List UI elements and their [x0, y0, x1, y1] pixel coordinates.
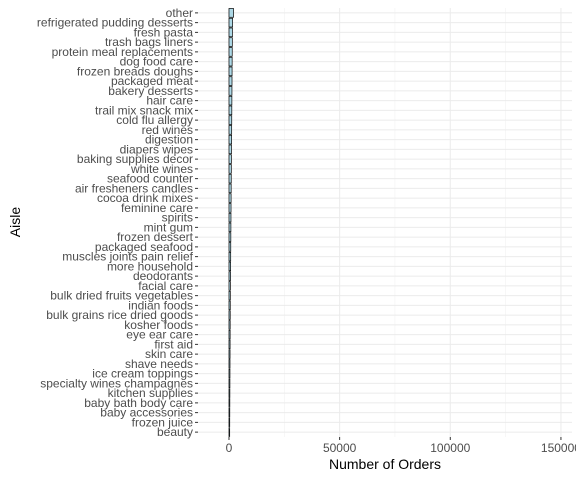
bar-mint-gum [228, 222, 232, 233]
y-tick-label: muscles joints pain relief [62, 250, 193, 264]
y-tick-label: specialty wines champagnes [40, 376, 193, 390]
bar-frozen-juice [228, 417, 231, 428]
y-tick-label: ice cream toppings [92, 367, 193, 381]
bar-specialty-wines-champagnes [228, 378, 231, 389]
y-tick-label: cocoa drink mixes [97, 191, 193, 205]
bar-fresh-pasta [228, 27, 233, 38]
y-tick-label: frozen dessert [117, 230, 194, 244]
bar-first-aid [228, 339, 231, 350]
y-tick-label: protein meal replacements [52, 45, 193, 59]
y-tick-label: bulk dried fruits vegetables [50, 289, 193, 303]
y-tick-label: feminine care [121, 201, 193, 215]
bar-digestion [228, 134, 232, 145]
bar-baby-bath-body-care [228, 398, 231, 408]
x-axis-title: Number of Orders [329, 456, 441, 472]
bar-hair-care [228, 95, 233, 106]
bar-eye-ear-care [228, 329, 231, 340]
y-tick-label: kosher foods [124, 318, 193, 332]
y-tick-label: baking supplies decor [77, 152, 193, 166]
bar-seafood-counter [228, 173, 232, 184]
bar-indian-foods [228, 300, 231, 311]
bar-bakery-desserts [228, 86, 233, 96]
y-tick-label: fresh pasta [134, 25, 194, 39]
bar-trash-bags-liners [228, 37, 233, 47]
bar-packaged-meat [228, 76, 233, 86]
y-tick-label: dog food care [120, 55, 194, 69]
bar-cocoa-drink-mixes [228, 193, 232, 203]
bar-deodorants [228, 271, 231, 281]
y-axis-title: Aisle [7, 207, 23, 238]
bar-shave-needs [228, 359, 231, 369]
bar-muscles-joints-pain-relief [228, 251, 232, 262]
y-tick-label: baby bath body care [84, 396, 193, 410]
bar-more-household [228, 261, 231, 272]
bar-bulk-grains-rice-dried-goods [228, 310, 231, 320]
bar-red-wines [228, 125, 233, 135]
bar-trail-mix-snack-mix [228, 105, 233, 116]
y-tick-label: red wines [142, 123, 193, 137]
y-tick-label: hair care [146, 94, 193, 108]
y-tick-label: digestion [145, 133, 193, 147]
y-tick-label: bulk grains rice dried goods [46, 308, 193, 322]
bar-protein-meal-replacements [228, 47, 233, 57]
y-tick-label: seafood counter [107, 172, 193, 186]
y-tick-label: trash bags liners [105, 35, 193, 49]
bar-ice-cream-toppings [228, 368, 231, 379]
y-tick-label: skin care [145, 347, 193, 361]
y-tick-label: packaged meat [111, 74, 194, 88]
y-tick-label: more household [107, 259, 193, 273]
bar-facial-care [228, 281, 231, 291]
x-tick-label: 50000 [323, 441, 357, 455]
bar-baking-supplies-decor [228, 154, 232, 164]
bar-dog-food-care [228, 56, 233, 67]
y-tick-label: bakery desserts [108, 84, 193, 98]
bar-kitchen-supplies [228, 388, 231, 398]
y-tick-label: baby accessories [100, 406, 193, 420]
bars [228, 8, 234, 437]
y-tick-label: packaged seafood [95, 240, 193, 254]
y-tick-label: facial care [138, 279, 193, 293]
bar-baby-accessories [228, 407, 231, 418]
bar-cold-flu-allergy [228, 115, 233, 125]
y-tick-label: first aid [154, 337, 193, 351]
x-axis-ticks: 0 50000 100000 150000 [226, 437, 576, 455]
gridlines [198, 8, 572, 437]
y-tick-label: kitchen supplies [108, 386, 193, 400]
bar-packaged-seafood [228, 242, 232, 252]
y-tick-label: beauty [157, 425, 193, 439]
y-tick-label: refrigerated pudding desserts [37, 16, 193, 30]
y-tick-label: cold flu allergy [116, 113, 193, 127]
bar-skin-care [228, 349, 231, 359]
bar-refrigerated-pudding-desserts [228, 17, 233, 28]
bar-white-wines [228, 164, 232, 174]
y-tick-label: spirits [162, 211, 193, 225]
bar-kosher-foods [228, 320, 231, 330]
y-tick-label: eye ear care [126, 328, 193, 342]
y-tick-label: frozen breads doughs [77, 64, 193, 78]
x-tick-label: 150000 [541, 441, 576, 455]
y-tick-label: white wines [130, 162, 193, 176]
bar-spirits [228, 212, 232, 223]
bar-frozen-breads-doughs [228, 66, 233, 77]
bar-other [228, 8, 234, 18]
y-tick-label: deodorants [133, 269, 193, 283]
y-tick-label: diapers wipes [120, 142, 193, 156]
x-tick-label: 0 [226, 441, 233, 455]
y-tick-label: shave needs [125, 357, 193, 371]
bar-beauty [228, 427, 231, 437]
x-tick-label: 100000 [430, 441, 470, 455]
bar-feminine-care [228, 203, 232, 213]
bar-air-fresheners-candles [228, 183, 232, 194]
y-tick-label: indian foods [128, 298, 193, 312]
y-tick-label: mint gum [144, 220, 193, 234]
y-tick-label: other [166, 6, 193, 20]
y-tick-label: air fresheners candles [75, 181, 193, 195]
bar-frozen-dessert [228, 232, 232, 242]
bar-diapers-wipes [228, 144, 232, 155]
y-tick-label: trail mix snack mix [95, 103, 193, 117]
bar-bulk-dried-fruits-vegetables [228, 290, 231, 301]
y-tick-label: frozen juice [132, 415, 194, 429]
